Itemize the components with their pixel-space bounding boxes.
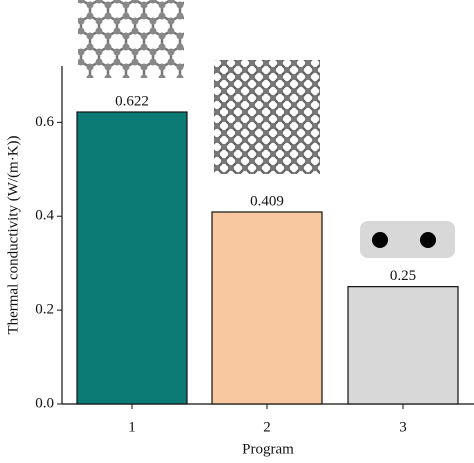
value-label: 0.25	[390, 268, 416, 284]
nanotube-image	[214, 60, 320, 174]
dot	[420, 232, 436, 248]
y-tick-label: 0.4	[35, 208, 54, 224]
x-tick-label: 1	[128, 419, 136, 435]
y-tick-label: 0.0	[35, 395, 54, 411]
value-label: 0.409	[250, 193, 284, 209]
bar	[211, 211, 323, 405]
bar	[76, 111, 188, 405]
value-label: 0.622	[115, 93, 149, 109]
graphene-image	[78, 0, 184, 78]
x-tick-label: 3	[399, 419, 407, 435]
x-axis-title: Program	[242, 441, 294, 457]
y-tick-label: 0.2	[35, 302, 54, 318]
y-axis-title: Thermal conductivity (W/(m·K))	[5, 135, 21, 334]
dots-image	[360, 221, 455, 258]
y-tick-label: 0.6	[35, 114, 54, 130]
dot	[372, 232, 388, 248]
x-tick-label: 2	[263, 419, 271, 435]
bar	[347, 286, 459, 405]
